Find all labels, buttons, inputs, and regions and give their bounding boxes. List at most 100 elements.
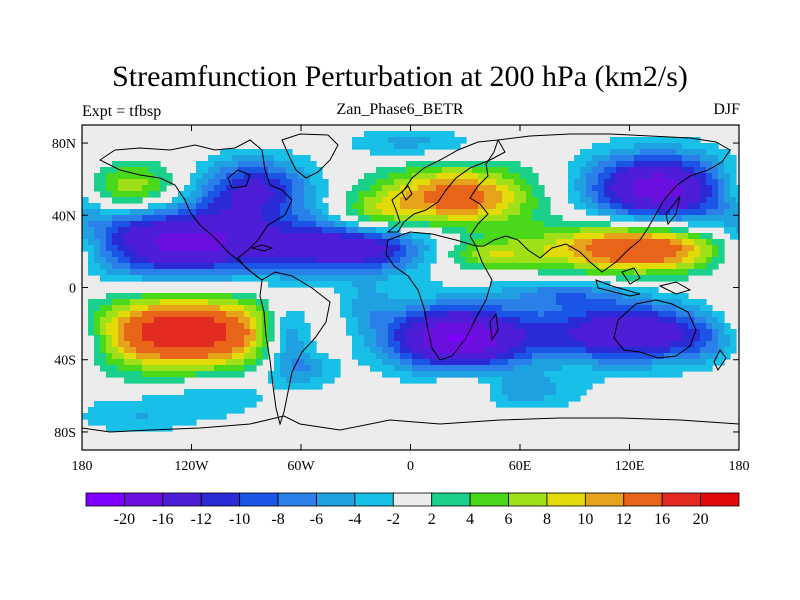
field-cell <box>640 323 647 330</box>
field-cell <box>424 161 431 168</box>
field-cell <box>604 227 611 234</box>
field-cell <box>250 329 257 336</box>
field-cell <box>328 227 335 234</box>
field-cell <box>364 311 371 318</box>
field-cell <box>298 323 305 330</box>
field-cell <box>100 167 107 174</box>
field-cell <box>664 245 671 252</box>
field-cell <box>286 329 293 336</box>
field-cell <box>274 167 281 174</box>
field-cell <box>622 149 629 156</box>
field-cell <box>514 389 521 396</box>
field-cell <box>682 353 689 360</box>
field-cell <box>256 263 263 270</box>
field-cell <box>664 311 671 318</box>
field-cell <box>130 359 137 366</box>
field-cell <box>172 305 179 312</box>
field-cell <box>574 155 581 162</box>
field-cell <box>208 197 215 204</box>
field-cell <box>100 179 107 186</box>
field-cell <box>538 353 545 360</box>
field-cell <box>82 197 89 204</box>
field-cell <box>538 305 545 312</box>
field-cell <box>604 323 611 330</box>
field-cell <box>634 149 641 156</box>
field-cell <box>574 383 581 390</box>
field-cell <box>316 227 323 234</box>
field-cell <box>148 293 155 300</box>
field-cell <box>736 215 740 222</box>
field-cell <box>628 257 635 264</box>
field-cell <box>634 305 641 312</box>
field-cell <box>304 179 311 186</box>
field-cell <box>454 167 461 174</box>
field-cell <box>250 305 257 312</box>
field-cell <box>472 191 479 198</box>
field-cell <box>250 353 257 360</box>
field-cell <box>556 353 563 360</box>
field-cell <box>142 191 149 198</box>
field-cell <box>688 185 695 192</box>
field-cell <box>418 365 425 372</box>
field-cell <box>160 395 167 402</box>
field-cell <box>214 371 221 378</box>
field-cell <box>280 371 287 378</box>
field-cell <box>388 239 395 246</box>
field-cell <box>196 191 203 198</box>
field-cell <box>640 197 647 204</box>
field-cell <box>142 329 149 336</box>
field-cell <box>94 179 101 186</box>
field-cell <box>466 245 473 252</box>
field-cell <box>526 329 533 336</box>
field-cell <box>178 209 185 216</box>
field-cell <box>202 227 209 234</box>
field-cell <box>556 227 563 234</box>
field-cell <box>676 359 683 366</box>
field-cell <box>412 251 419 258</box>
field-cell <box>112 323 119 330</box>
field-cell <box>376 137 383 144</box>
field-cell <box>106 335 113 342</box>
field-cell <box>712 323 719 330</box>
field-cell <box>730 179 737 186</box>
field-cell <box>562 221 569 228</box>
field-cell <box>580 149 587 156</box>
field-cell <box>124 299 131 306</box>
field-cell <box>214 239 221 246</box>
field-cell <box>700 173 707 180</box>
field-cell <box>496 329 503 336</box>
field-cell <box>496 305 503 312</box>
field-cell <box>670 311 677 318</box>
field-cell <box>724 227 731 234</box>
field-cell <box>442 137 449 144</box>
field-cell <box>220 371 227 378</box>
field-cell <box>508 209 515 216</box>
field-cell <box>514 245 521 252</box>
field-cell <box>364 275 371 282</box>
colorbar-label: 10 <box>577 511 593 528</box>
field-cell <box>424 245 431 252</box>
field-cell <box>382 287 389 294</box>
field-cell <box>550 395 557 402</box>
field-cell <box>532 299 539 306</box>
field-cell <box>376 323 383 330</box>
field-cell <box>124 401 131 408</box>
field-cell <box>112 209 119 216</box>
field-cell <box>118 353 125 360</box>
field-cell <box>502 185 509 192</box>
field-cell <box>430 287 437 294</box>
field-cell <box>520 371 527 378</box>
field-cell <box>454 341 461 348</box>
field-cell <box>316 281 323 288</box>
field-cell <box>454 365 461 372</box>
field-cell <box>538 383 545 390</box>
field-cell <box>460 215 467 222</box>
field-cell <box>394 197 401 204</box>
field-cell <box>382 245 389 252</box>
colorbar: -20 -16 -12 -10 -8 -6 -4 -2 2 4 6 8 10 12 16 20 <box>85 492 740 528</box>
field-cell <box>514 365 521 372</box>
field-cell <box>172 335 179 342</box>
colorbar-swatch <box>623 492 663 507</box>
field-cell <box>226 293 233 300</box>
field-cell <box>376 359 383 366</box>
